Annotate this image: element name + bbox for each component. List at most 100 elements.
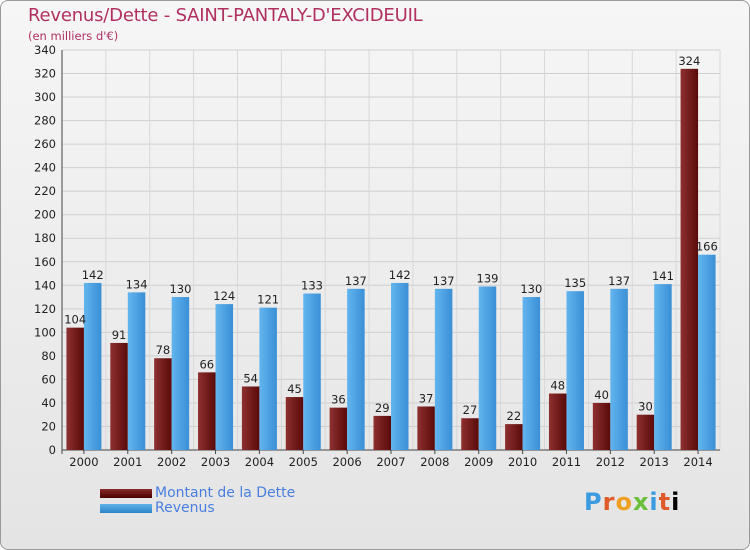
x-tick-label: 2013 xyxy=(640,455,669,469)
bar-revenus xyxy=(259,307,277,450)
bar-revenus xyxy=(478,286,497,450)
legend-swatch-revenus xyxy=(100,504,152,513)
data-label-revenus: 133 xyxy=(301,279,323,293)
data-label-revenus: 137 xyxy=(433,274,455,288)
data-label-revenus: 142 xyxy=(389,268,411,282)
bar-revenus xyxy=(434,288,453,450)
data-label-revenus: 121 xyxy=(257,293,279,307)
proxiti-logo: Proxiti xyxy=(584,488,681,516)
data-label-dette: 45 xyxy=(287,382,302,396)
bar-revenus xyxy=(391,282,409,450)
data-label-revenus: 130 xyxy=(169,282,191,296)
y-tick-label: 340 xyxy=(34,43,56,57)
data-label-revenus: 130 xyxy=(520,282,542,296)
y-tick-label: 120 xyxy=(34,302,56,316)
bar-dette xyxy=(110,342,128,450)
x-tick-label: 2004 xyxy=(245,455,274,469)
data-label-dette: 324 xyxy=(678,54,700,68)
bar-revenus xyxy=(83,282,102,450)
x-tick-label: 2003 xyxy=(201,455,230,469)
bar-revenus xyxy=(698,254,716,450)
y-tick-label: 180 xyxy=(34,231,56,245)
y-tick-label: 300 xyxy=(34,90,56,104)
bar-dette xyxy=(592,402,611,450)
bar-revenus xyxy=(347,288,365,450)
bar-revenus xyxy=(303,293,321,450)
bar-dette xyxy=(461,418,479,450)
y-tick-label: 320 xyxy=(34,67,56,81)
x-tick-label: 2001 xyxy=(113,455,142,469)
bar-dette xyxy=(680,68,699,450)
bar-revenus xyxy=(610,288,628,450)
data-label-revenus: 135 xyxy=(564,276,586,290)
bar-revenus xyxy=(654,284,672,450)
y-tick-label: 200 xyxy=(34,208,56,222)
x-tick-label: 2014 xyxy=(683,455,712,469)
data-label-dette: 48 xyxy=(550,379,565,393)
bar-revenus xyxy=(127,292,146,450)
data-label-revenus: 142 xyxy=(82,268,104,282)
legend-label-dette: Montant de la Dette xyxy=(155,485,296,501)
bar-dette xyxy=(285,397,304,450)
data-label-dette: 78 xyxy=(156,343,171,357)
data-label-dette: 54 xyxy=(243,371,258,385)
y-tick-label: 240 xyxy=(34,161,56,175)
data-label-revenus: 166 xyxy=(696,240,718,254)
data-label-revenus: 124 xyxy=(213,289,235,303)
x-tick-label: 2005 xyxy=(289,455,318,469)
y-tick-label: 60 xyxy=(41,372,56,386)
data-label-dette: 40 xyxy=(594,388,609,402)
bar-revenus xyxy=(522,297,541,450)
data-label-dette: 27 xyxy=(463,403,478,417)
data-label-dette: 37 xyxy=(419,391,434,405)
legend-swatch-dette xyxy=(100,489,152,498)
y-tick-label: 80 xyxy=(41,349,56,363)
y-tick-label: 0 xyxy=(49,443,56,457)
bar-dette xyxy=(373,415,391,450)
bar-dette xyxy=(417,406,435,450)
data-label-revenus: 134 xyxy=(126,277,148,291)
bar-dette xyxy=(154,358,172,450)
bar-revenus xyxy=(215,304,234,450)
data-label-dette: 66 xyxy=(199,357,214,371)
bar-dette xyxy=(66,327,84,450)
x-tick-label: 2010 xyxy=(508,455,537,469)
data-label-revenus: 139 xyxy=(477,271,499,285)
y-tick-label: 40 xyxy=(41,396,56,410)
data-label-dette: 104 xyxy=(64,313,86,327)
y-tick-label: 260 xyxy=(34,137,56,151)
bar-dette xyxy=(505,424,523,450)
data-label-dette: 29 xyxy=(375,401,390,415)
bar-dette xyxy=(636,414,655,450)
data-label-dette: 91 xyxy=(112,328,127,342)
bar-dette xyxy=(329,407,348,450)
x-tick-label: 2002 xyxy=(157,455,186,469)
chart-title: Revenus/Dette - SAINT-PANTALY-D'EXCIDEUI… xyxy=(28,5,423,26)
y-tick-label: 220 xyxy=(34,184,56,198)
x-tick-label: 2009 xyxy=(464,455,493,469)
x-tick-label: 2011 xyxy=(552,455,581,469)
y-tick-label: 160 xyxy=(34,255,56,269)
y-tick-label: 280 xyxy=(34,114,56,128)
y-tick-label: 100 xyxy=(34,325,56,339)
data-label-revenus: 137 xyxy=(608,274,630,288)
data-label-revenus: 137 xyxy=(345,274,367,288)
bar-revenus xyxy=(171,297,190,450)
x-tick-label: 2006 xyxy=(332,455,361,469)
bar-dette xyxy=(241,386,260,450)
y-tick-label: 140 xyxy=(34,278,56,292)
x-tick-label: 2012 xyxy=(596,455,625,469)
bar-dette xyxy=(548,393,567,450)
chart-subtitle: (en milliers d'€) xyxy=(28,29,119,43)
bar-revenus xyxy=(566,291,584,450)
x-tick-label: 2008 xyxy=(420,455,449,469)
data-label-dette: 30 xyxy=(638,400,653,414)
data-label-dette: 22 xyxy=(507,409,522,423)
bar-dette xyxy=(198,372,216,450)
data-label-revenus: 141 xyxy=(652,269,674,283)
y-tick-label: 20 xyxy=(41,419,56,433)
x-tick-label: 2007 xyxy=(376,455,405,469)
data-label-dette: 36 xyxy=(331,393,346,407)
